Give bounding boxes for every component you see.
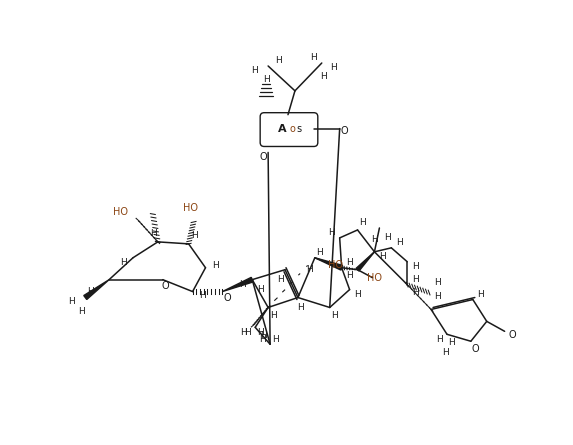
Polygon shape xyxy=(84,279,109,299)
Text: H: H xyxy=(87,287,93,296)
Text: H: H xyxy=(274,56,281,65)
Text: H: H xyxy=(257,285,264,294)
Text: H: H xyxy=(251,66,258,76)
Text: H: H xyxy=(78,307,85,316)
Text: H: H xyxy=(396,239,403,247)
Text: H: H xyxy=(307,265,313,274)
Text: H: H xyxy=(297,303,304,312)
Text: H: H xyxy=(270,311,276,320)
Text: O: O xyxy=(509,330,516,340)
Text: HO: HO xyxy=(367,273,383,283)
Text: H: H xyxy=(412,288,418,297)
Text: H: H xyxy=(239,280,246,289)
Text: H: H xyxy=(442,348,449,357)
Text: H: H xyxy=(272,335,278,344)
Text: H: H xyxy=(346,271,353,280)
Text: H: H xyxy=(199,291,206,300)
Text: H: H xyxy=(244,328,250,337)
Text: H: H xyxy=(320,73,327,81)
Text: H: H xyxy=(68,297,74,306)
Text: H: H xyxy=(371,235,378,244)
Text: H: H xyxy=(412,275,418,284)
Text: H: H xyxy=(260,331,266,340)
Text: H: H xyxy=(434,292,441,301)
Text: H: H xyxy=(311,53,317,61)
Text: H: H xyxy=(257,328,264,337)
Text: H: H xyxy=(359,218,366,227)
Text: H: H xyxy=(354,290,361,299)
Text: O: O xyxy=(471,344,478,354)
Text: H: H xyxy=(330,64,337,73)
Polygon shape xyxy=(356,252,374,271)
Text: H: H xyxy=(212,261,219,270)
Text: H: H xyxy=(331,311,338,320)
Text: H: H xyxy=(240,328,246,337)
Text: o: o xyxy=(289,124,295,134)
Text: H: H xyxy=(346,258,353,267)
Text: HO: HO xyxy=(112,207,128,217)
Text: H: H xyxy=(328,228,335,238)
Text: H: H xyxy=(449,338,456,347)
Text: H: H xyxy=(316,248,323,257)
Text: A: A xyxy=(278,124,286,134)
Polygon shape xyxy=(222,277,253,291)
Text: H: H xyxy=(259,335,265,344)
Text: H: H xyxy=(434,278,441,287)
Text: H: H xyxy=(191,231,198,240)
Text: H: H xyxy=(477,290,484,299)
Text: HO: HO xyxy=(183,203,198,213)
Text: H: H xyxy=(412,262,418,271)
Text: O: O xyxy=(260,152,267,162)
Text: O: O xyxy=(341,125,348,136)
Text: HO: HO xyxy=(328,260,343,270)
Text: H: H xyxy=(120,258,127,267)
Polygon shape xyxy=(315,258,343,270)
Text: H: H xyxy=(277,275,284,284)
Text: s: s xyxy=(296,124,301,134)
Text: O: O xyxy=(162,281,170,291)
Text: H: H xyxy=(151,230,157,239)
Text: O: O xyxy=(223,292,231,303)
Text: H: H xyxy=(263,75,269,85)
Text: H: H xyxy=(435,335,442,344)
FancyBboxPatch shape xyxy=(260,113,318,146)
Text: H: H xyxy=(384,234,391,243)
Text: H: H xyxy=(379,252,386,261)
